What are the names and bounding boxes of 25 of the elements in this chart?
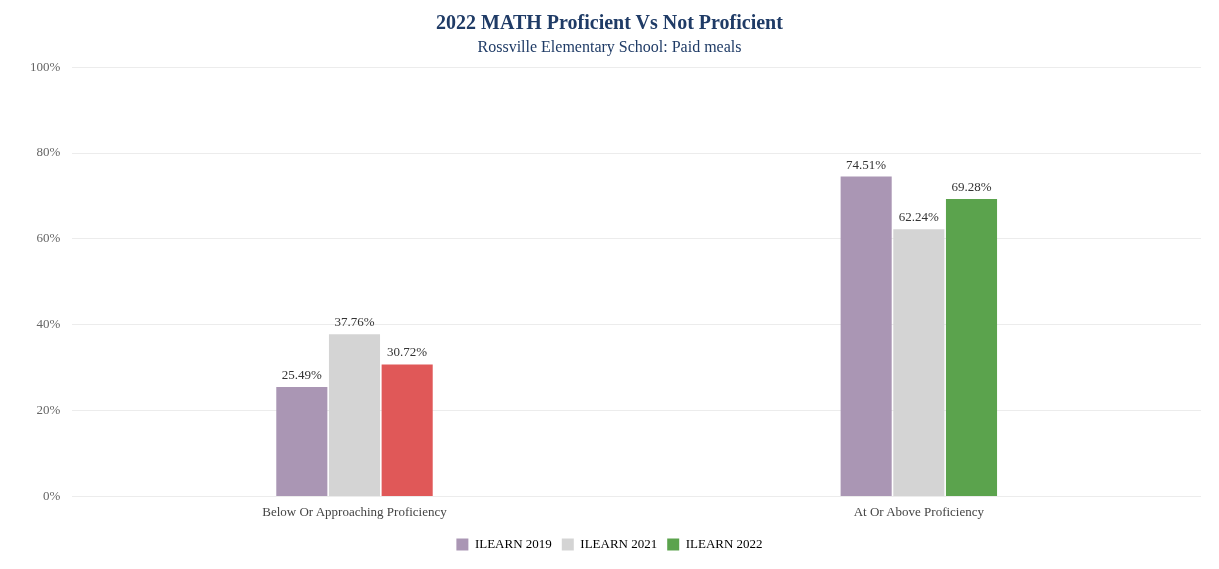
data-label: 69.28% [951, 178, 992, 194]
legend-label: ILEARN 2019 [474, 535, 552, 551]
data-label: 25.49% [281, 366, 323, 382]
bar [840, 176, 892, 496]
y-tick-label: 40% [36, 316, 61, 332]
legend-label: ILEARN 2021 [580, 535, 658, 551]
y-tick-label: 0% [42, 487, 61, 503]
y-tick-label: 100% [29, 58, 61, 74]
data-label: 37.76% [334, 314, 375, 330]
chart-subtitle: Rossville Elementary School: Paid meals [477, 37, 742, 56]
chart-title: 2022 MATH Proficient Vs Not Proficient [436, 11, 784, 34]
bar [945, 199, 998, 496]
x-tick-label: At Or Above Proficiency [853, 503, 985, 519]
legend-label: ILEARN 2022 [685, 535, 763, 551]
data-label: 30.72% [387, 344, 428, 360]
bar [893, 229, 945, 496]
y-tick-label: 60% [36, 230, 61, 246]
y-tick-label: 20% [36, 401, 61, 417]
bar [328, 334, 381, 496]
data-label: 62.24% [898, 209, 940, 225]
bar [381, 364, 433, 496]
bar [276, 387, 328, 496]
y-tick-label: 80% [36, 144, 61, 160]
x-tick-label: Below Or Approaching Proficiency [262, 503, 448, 519]
data-label: 74.51% [846, 156, 887, 172]
